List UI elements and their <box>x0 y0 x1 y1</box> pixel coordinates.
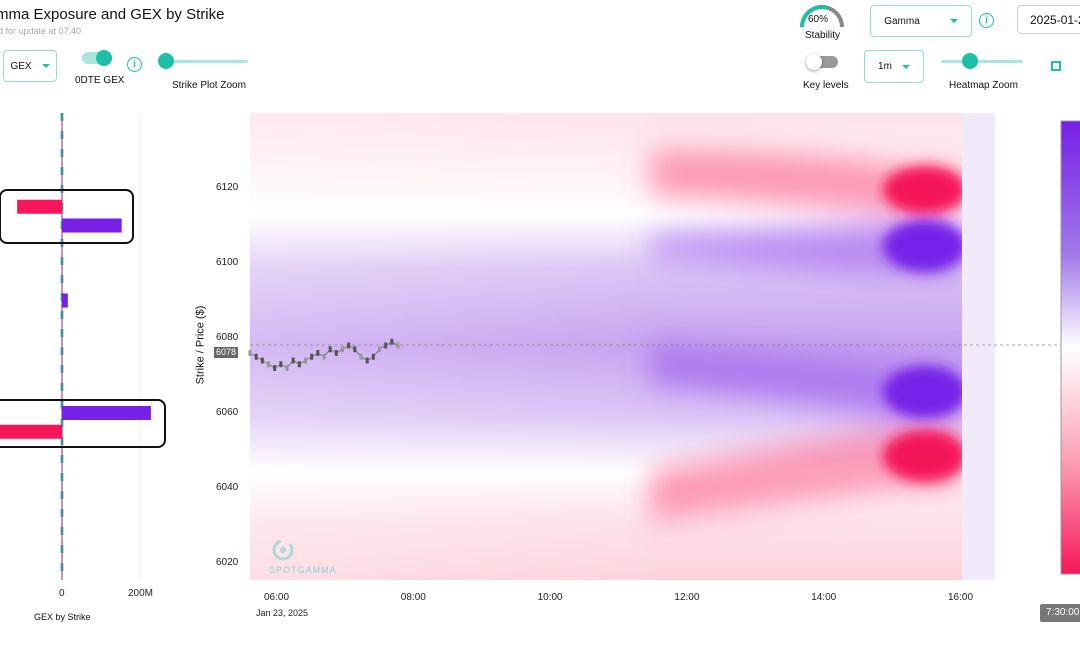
gex-by-strike-chart <box>0 113 166 580</box>
y-tick: 6080 <box>216 332 239 343</box>
gex-bar <box>17 199 62 214</box>
candle <box>304 357 307 364</box>
candle <box>322 353 326 360</box>
candle <box>384 342 388 349</box>
candle <box>248 350 252 356</box>
gex-bar <box>62 406 151 420</box>
gex-bar <box>62 218 122 233</box>
positive-gamma-zone <box>883 366 962 418</box>
candle <box>273 365 277 371</box>
chevron-down-icon <box>949 19 958 23</box>
watermark-text: SPOTGAMMA <box>269 565 337 575</box>
interval-select[interactable]: 1m <box>864 50 924 83</box>
gex-bar <box>62 293 68 308</box>
key-strike-box <box>0 399 166 448</box>
y-tick: 6100 <box>216 257 239 268</box>
y-tick: 6040 <box>216 482 239 493</box>
candle <box>328 346 332 353</box>
heatmap-zoom-label: Heatmap Zoom <box>949 80 1018 91</box>
y-tick: 6060 <box>216 407 239 418</box>
gex-bar <box>0 424 63 439</box>
candle <box>396 342 400 349</box>
chevron-down-icon <box>901 64 910 69</box>
time-tooltip: 7:30:00 <box>1040 604 1080 622</box>
strike-zoom-slider[interactable] <box>160 60 248 63</box>
candle <box>260 357 264 364</box>
strike-zoom-handle[interactable] <box>158 53 174 69</box>
candle <box>334 350 338 356</box>
candle <box>254 353 258 360</box>
update-status: d for update at 07:40 <box>0 26 82 36</box>
x-tick: 14:00 <box>811 592 837 603</box>
odte-toggle-knob[interactable] <box>96 50 112 66</box>
date-label: Jan 23, 2025 <box>256 608 309 618</box>
y-tick: 6020 <box>216 557 239 568</box>
stability-label: Stability <box>805 30 841 41</box>
greek-select[interactable]: Gamma <box>870 5 972 37</box>
candle <box>310 353 314 360</box>
positive-gamma-zone <box>883 220 962 272</box>
price-candles <box>248 338 400 371</box>
gex-xtick: 0 <box>59 588 65 599</box>
spotgamma-logo <box>272 539 294 561</box>
x-tick: 06:00 <box>264 592 290 603</box>
candle <box>347 342 351 349</box>
candle <box>297 361 301 368</box>
greek-select-value: Gamma <box>884 15 920 27</box>
candle <box>285 365 289 371</box>
x-tick: 08:00 <box>400 592 426 603</box>
candle <box>291 357 295 364</box>
key-levels-knob[interactable] <box>806 54 822 70</box>
page-title: mma Exposure and GEX by Strike <box>0 6 225 23</box>
candle <box>279 361 283 368</box>
candle <box>359 353 363 360</box>
metric-select[interactable]: GEX <box>3 50 57 82</box>
chevron-down-icon <box>41 64 50 68</box>
x-tick: 12:00 <box>674 592 700 603</box>
date-value: 2025-01-2 <box>1030 12 1080 27</box>
interval-value: 1m <box>878 61 892 72</box>
heatmap-zoom-handle[interactable] <box>962 53 978 69</box>
odte-label: 0DTE GEX <box>75 75 125 86</box>
odte-toggle[interactable] <box>82 50 112 66</box>
negative-gamma-zone <box>883 166 962 214</box>
strike-zoom-label: Strike Plot Zoom <box>172 80 246 91</box>
key-levels-toggle[interactable] <box>806 54 838 70</box>
candle <box>341 346 344 353</box>
key-strike-box <box>0 189 134 244</box>
fullscreen-icon[interactable] <box>1051 61 1061 71</box>
y-tick: 6120 <box>216 182 239 193</box>
info-icon[interactable]: i <box>127 57 142 72</box>
candle <box>365 357 369 364</box>
candle <box>267 361 270 368</box>
metric-select-value: GEX <box>10 60 32 72</box>
candle <box>353 346 357 353</box>
heatmap-zoom-slider[interactable] <box>941 60 1023 63</box>
stability-value: 60% <box>808 14 829 25</box>
info-icon[interactable]: i <box>979 13 994 28</box>
gex-xtick: 200M <box>128 588 154 599</box>
current-price-badge: 6078 <box>214 347 239 358</box>
key-levels-label: Key levels <box>803 80 849 91</box>
candle <box>316 350 320 356</box>
date-picker[interactable]: 2025-01-2 <box>1017 5 1080 34</box>
gex-xlabel: GEX by Strike <box>34 612 91 622</box>
x-tick: 10:00 <box>537 592 563 603</box>
candle <box>371 353 375 360</box>
candle <box>378 346 381 353</box>
negative-gamma-zone <box>883 430 962 482</box>
x-tick: 16:00 <box>948 592 974 603</box>
stability-gauge <box>800 5 844 28</box>
color-scale-bar <box>1060 120 1080 575</box>
candle <box>390 338 394 345</box>
y-axis-label: Strike / Price ($) <box>194 305 207 385</box>
